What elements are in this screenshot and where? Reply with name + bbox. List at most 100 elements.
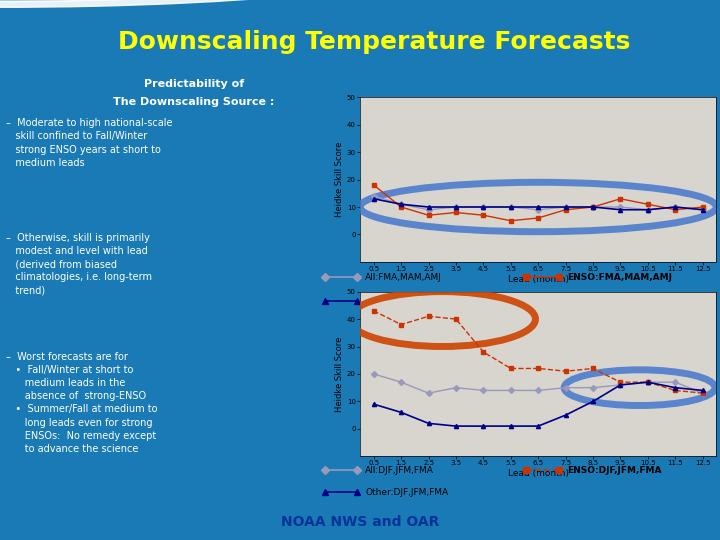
All:FMA,MAM,AMJ — [616, 204, 625, 210]
All:FMA,MAM,AMJ — [534, 206, 543, 213]
ENSO:FMA,MAM,AMJ — [451, 209, 460, 215]
ENSO:FMA,MAM,AMJ — [671, 206, 680, 213]
ENSO:FMA,MAM,AMJ — [644, 201, 652, 207]
All:DJF,JFM,FMA — [589, 384, 598, 391]
Y-axis label: Heidke Skill Score: Heidke Skill Score — [335, 142, 344, 217]
Other:FMA.MAM,AMJ — [424, 204, 433, 210]
Other:DJF,JFM,FMA — [562, 412, 570, 418]
Other:FMA.MAM,AMJ — [534, 204, 543, 210]
ENSO:DJF,JFM,FMA — [506, 365, 515, 372]
Other:FMA.MAM,AMJ — [562, 204, 570, 210]
Y-axis label: Heidke Skill Score: Heidke Skill Score — [335, 336, 344, 411]
All:FMA,MAM,AMJ — [479, 204, 487, 210]
All:DJF,JFM,FMA — [562, 384, 570, 391]
All:DJF,JFM,FMA — [424, 390, 433, 396]
ENSO:DJF,JFM,FMA — [479, 349, 487, 355]
ENSO:FMA,MAM,AMJ — [589, 204, 598, 210]
All:FMA,MAM,AMJ — [671, 204, 680, 210]
Other:DJF,JFM,FMA — [671, 384, 680, 391]
All:DJF,JFM,FMA — [479, 387, 487, 394]
Text: Predictability of: Predictability of — [144, 79, 244, 90]
ENSO:FMA,MAM,AMJ — [479, 212, 487, 219]
Text: ENSO:DJF,JFM,FMA: ENSO:DJF,JFM,FMA — [567, 466, 661, 475]
All:DJF,JFM,FMA — [698, 390, 707, 396]
Other:DJF,JFM,FMA — [451, 423, 460, 429]
ENSO:DJF,JFM,FMA — [424, 313, 433, 320]
Text: ENSO:FMA,MAM,AMJ: ENSO:FMA,MAM,AMJ — [567, 273, 672, 282]
All:FMA,MAM,AMJ — [451, 204, 460, 210]
Text: –  Worst forecasts are for
   •  Fall/Winter at short to
      medium leads in t: – Worst forecasts are for • Fall/Winter … — [6, 352, 158, 454]
Line: ENSO:DJF,JFM,FMA: ENSO:DJF,JFM,FMA — [372, 309, 705, 395]
Text: Other:FMA.MAM,AMJ: Other:FMA.MAM,AMJ — [365, 296, 456, 305]
X-axis label: Lead (month): Lead (month) — [508, 275, 569, 284]
X-axis label: Lead (month): Lead (month) — [508, 469, 569, 478]
Text: All:FMA,MAM,AMJ: All:FMA,MAM,AMJ — [365, 273, 442, 282]
Text: NOAA NWS and OAR: NOAA NWS and OAR — [281, 516, 439, 529]
Other:DJF,JFM,FMA — [506, 423, 515, 429]
ENSO:FMA,MAM,AMJ — [397, 204, 405, 210]
Other:FMA.MAM,AMJ — [506, 204, 515, 210]
Line: ENSO:FMA,MAM,AMJ: ENSO:FMA,MAM,AMJ — [372, 183, 705, 223]
Line: All:FMA,MAM,AMJ: All:FMA,MAM,AMJ — [372, 194, 705, 212]
All:DJF,JFM,FMA — [671, 379, 680, 386]
All:FMA,MAM,AMJ — [698, 206, 707, 213]
All:DJF,JFM,FMA — [506, 387, 515, 394]
Other:DJF,JFM,FMA — [616, 382, 625, 388]
All:FMA,MAM,AMJ — [506, 204, 515, 210]
ENSO:FMA,MAM,AMJ — [562, 206, 570, 213]
Text: –  Moderate to high national-scale
   skill confined to Fall/Winter
   strong EN: – Moderate to high national-scale skill … — [6, 118, 173, 168]
ENSO:DJF,JFM,FMA — [589, 365, 598, 372]
All:DJF,JFM,FMA — [616, 382, 625, 388]
ENSO:DJF,JFM,FMA — [698, 390, 707, 396]
Other:DJF,JFM,FMA — [698, 387, 707, 394]
All:DJF,JFM,FMA — [397, 379, 405, 386]
Other:DJF,JFM,FMA — [479, 423, 487, 429]
Other:FMA.MAM,AMJ — [479, 204, 487, 210]
Text: Other:DJF,JFM,FMA: Other:DJF,JFM,FMA — [365, 488, 449, 497]
Other:FMA.MAM,AMJ — [451, 204, 460, 210]
Other:DJF,JFM,FMA — [644, 379, 652, 386]
Other:DJF,JFM,FMA — [397, 409, 405, 416]
Wedge shape — [0, 0, 278, 7]
Line: Other:FMA.MAM,AMJ: Other:FMA.MAM,AMJ — [372, 197, 705, 212]
ENSO:FMA,MAM,AMJ — [506, 218, 515, 224]
Other:FMA.MAM,AMJ — [644, 206, 652, 213]
ENSO:DJF,JFM,FMA — [616, 379, 625, 386]
All:FMA,MAM,AMJ — [369, 193, 378, 199]
All:FMA,MAM,AMJ — [644, 206, 652, 213]
Wedge shape — [0, 0, 240, 2]
All:FMA,MAM,AMJ — [589, 204, 598, 210]
ENSO:DJF,JFM,FMA — [644, 379, 652, 386]
ENSO:DJF,JFM,FMA — [397, 321, 405, 328]
Line: Other:DJF,JFM,FMA: Other:DJF,JFM,FMA — [372, 380, 705, 428]
ENSO:FMA,MAM,AMJ — [424, 212, 433, 219]
Text: Downscaling Temperature Forecasts: Downscaling Temperature Forecasts — [118, 30, 631, 55]
All:FMA,MAM,AMJ — [397, 201, 405, 207]
Other:FMA.MAM,AMJ — [616, 206, 625, 213]
ENSO:FMA,MAM,AMJ — [616, 195, 625, 202]
Other:FMA.MAM,AMJ — [369, 195, 378, 202]
Other:DJF,JFM,FMA — [534, 423, 543, 429]
All:FMA,MAM,AMJ — [424, 206, 433, 213]
ENSO:DJF,JFM,FMA — [369, 308, 378, 314]
ENSO:DJF,JFM,FMA — [671, 387, 680, 394]
All:DJF,JFM,FMA — [644, 379, 652, 386]
Other:DJF,JFM,FMA — [369, 401, 378, 407]
Line: All:DJF,JFM,FMA: All:DJF,JFM,FMA — [372, 372, 705, 395]
Other:DJF,JFM,FMA — [589, 398, 598, 404]
ENSO:DJF,JFM,FMA — [451, 316, 460, 322]
Text: –  Otherwise, skill is primarily
   modest and level with lead
   (derived from : – Otherwise, skill is primarily modest a… — [6, 233, 152, 295]
All:DJF,JFM,FMA — [451, 384, 460, 391]
Other:FMA.MAM,AMJ — [671, 204, 680, 210]
ENSO:FMA,MAM,AMJ — [369, 182, 378, 188]
ENSO:DJF,JFM,FMA — [562, 368, 570, 374]
Text: All:DJF,JFM,FMA: All:DJF,JFM,FMA — [365, 466, 434, 475]
Other:DJF,JFM,FMA — [424, 420, 433, 427]
All:FMA,MAM,AMJ — [562, 204, 570, 210]
All:DJF,JFM,FMA — [534, 387, 543, 394]
Text: The Downscaling Source :: The Downscaling Source : — [114, 97, 275, 107]
All:DJF,JFM,FMA — [369, 370, 378, 377]
Other:FMA.MAM,AMJ — [397, 201, 405, 207]
Other:FMA.MAM,AMJ — [589, 204, 598, 210]
ENSO:DJF,JFM,FMA — [534, 365, 543, 372]
